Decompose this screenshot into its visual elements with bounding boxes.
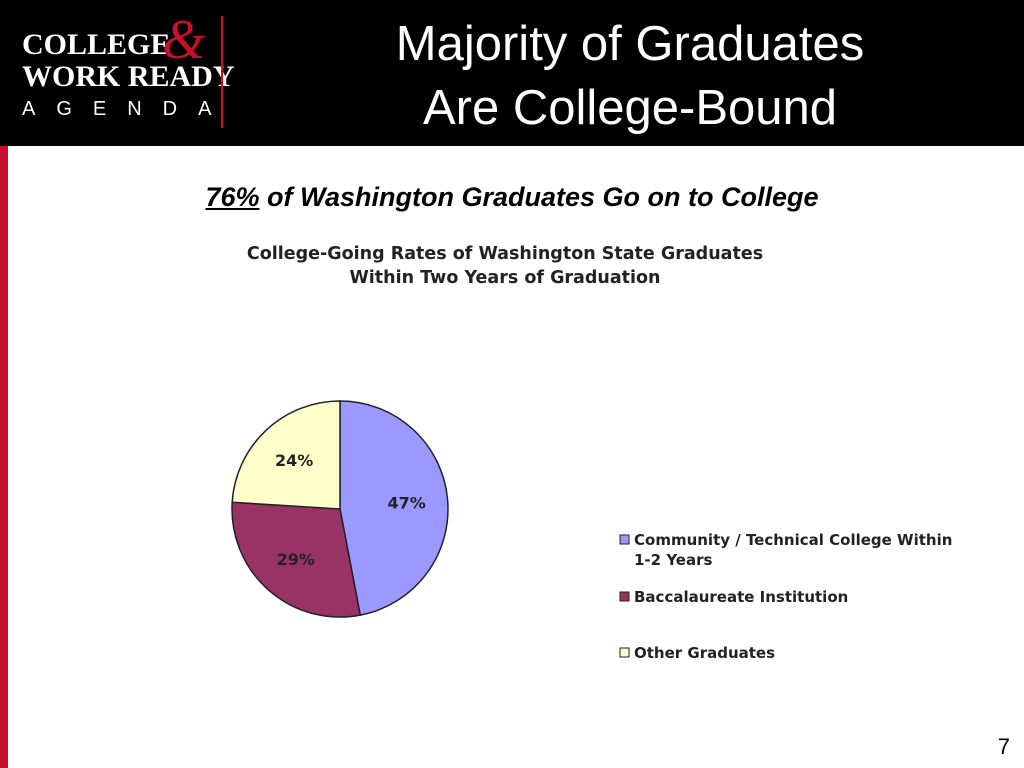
chart-title: College-Going Rates of Washington State …	[247, 244, 763, 288]
legend-swatch-2	[619, 591, 630, 602]
subtitle-text: of Washington Graduates Go on to College	[259, 182, 819, 212]
legend-label-3: Other Graduates	[634, 644, 775, 662]
logo-line-3: AGENDA	[22, 98, 233, 120]
legend-swatch-3	[619, 647, 630, 658]
page-number: 7	[997, 734, 1010, 759]
legend-label-line: Baccalaureate Institution	[634, 588, 848, 606]
pie-slices	[231, 400, 449, 618]
pie-data-labels: 47% 29% 24%	[275, 451, 426, 569]
pie-slice-2	[231, 501, 362, 618]
pie-slice-3	[231, 400, 341, 510]
college-work-ready-agenda-logo: COLLEGE & WORK READY AGENDA	[10, 9, 235, 128]
legend-label-line: Community / Technical College Within	[634, 531, 952, 549]
pie-data-label-1: 47%	[388, 494, 426, 513]
subtitle-percentage: 76%	[205, 182, 260, 212]
legend-swatch-1	[619, 534, 630, 545]
chart-title-line: College-Going Rates of Washington State …	[247, 244, 763, 264]
chart-legend: Community / Technical College Within 1-2 …	[619, 531, 952, 662]
logo-line-1: COLLEGE	[22, 28, 171, 61]
pie-data-label-3: 24%	[275, 451, 313, 470]
slide-title-line-2: Are College-Bound	[422, 81, 838, 135]
pie-data-label-2: 29%	[277, 550, 315, 569]
legend-label-2: Baccalaureate Institution	[634, 588, 848, 606]
pie-slice-1	[339, 400, 449, 616]
slide-header: COLLEGE & WORK READY AGENDA Majority of …	[0, 0, 1024, 146]
slide-title: Majority of Graduates Are College-Bound	[330, 12, 930, 140]
chart-title-line: Within Two Years of Graduation	[349, 268, 660, 288]
legend-label-line: Other Graduates	[634, 644, 775, 662]
slide-subtitle: 76% of Washington Graduates Go on to Col…	[0, 182, 1024, 213]
logo-ampersand: &	[162, 9, 206, 71]
logo-divider	[221, 16, 223, 128]
legend-label-line: 1-2 Years	[634, 551, 712, 569]
legend-label-1: Community / Technical College Within 1-2 …	[634, 531, 952, 569]
left-accent-bar	[0, 146, 8, 768]
logo-line-2: WORK READY	[22, 60, 235, 93]
slide-title-line-1: Majority of Graduates	[395, 17, 865, 71]
